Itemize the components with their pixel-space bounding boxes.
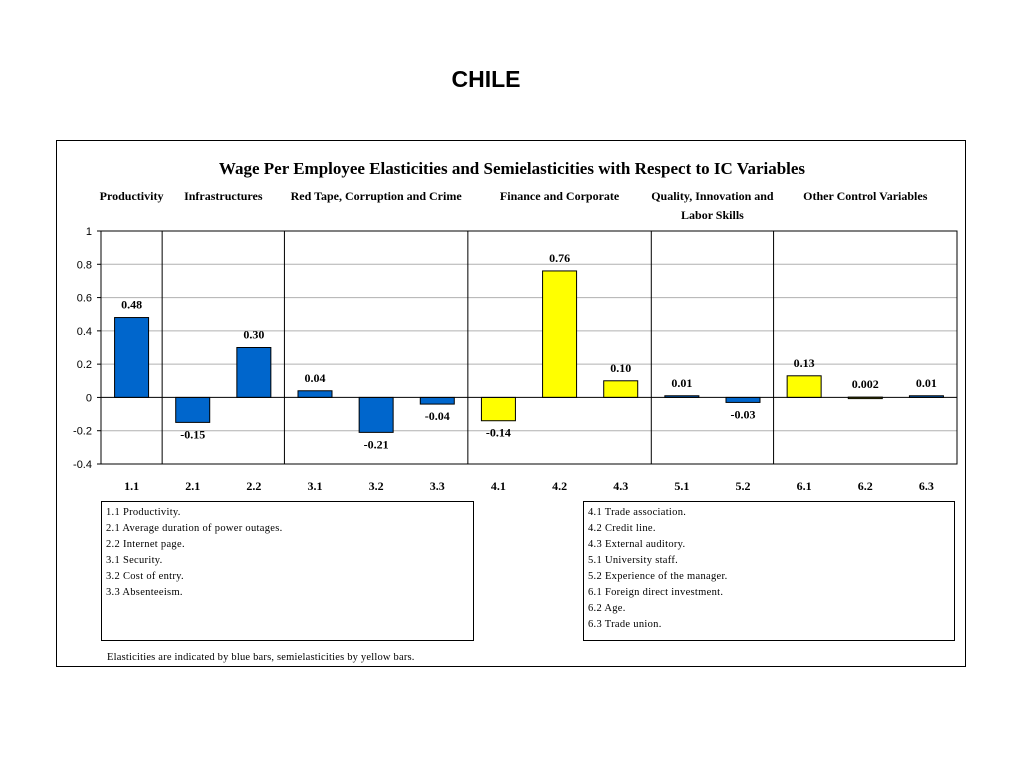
legend-item: 4.1 Trade association. — [588, 507, 687, 518]
value-label: 0.04 — [305, 371, 326, 385]
x-tick-label: 6.2 — [858, 479, 873, 493]
value-label: -0.14 — [486, 426, 511, 440]
group-label: Other Control Variables — [803, 189, 928, 203]
legend-item: 5.1 University staff. — [588, 555, 679, 566]
bar-3-3 — [419, 396, 455, 405]
legend-item: 6.2 Age. — [588, 603, 626, 614]
value-label: -0.15 — [180, 427, 205, 441]
bar-4-1 — [480, 396, 516, 422]
value-label: 0.002 — [852, 377, 879, 391]
gridlines — [101, 263, 957, 432]
legend-right-box: 4.1 Trade association. 4.2 Credit line. … — [583, 501, 955, 641]
y-tick-label: 0.4 — [77, 326, 92, 338]
chart-title: Wage Per Employee Elasticities and Semie… — [219, 159, 806, 178]
value-label: 0.13 — [794, 356, 815, 370]
x-tick-label: 3.1 — [308, 479, 323, 493]
bar-4-3 — [603, 380, 639, 398]
chart-note: Elasticities are indicated by blue bars,… — [107, 652, 415, 663]
value-label: 0.01 — [916, 376, 937, 390]
axes — [97, 230, 958, 465]
group-label: Finance and Corporate — [500, 189, 620, 203]
y-tick-label: -0.2 — [73, 426, 92, 438]
bar-2-1 — [175, 396, 211, 423]
value-label: 0.76 — [549, 251, 570, 265]
x-tick-label: 3.3 — [430, 479, 445, 493]
bar-3-2 — [358, 396, 394, 433]
value-label: 0.30 — [243, 328, 264, 342]
page-title: CHILE — [451, 66, 521, 92]
chart-frame — [56, 140, 966, 667]
group-separators — [161, 231, 775, 464]
x-tick-label: 6.3 — [919, 479, 934, 493]
value-label: 0.10 — [610, 361, 631, 375]
y-tick-label: -0.4 — [73, 459, 92, 471]
y-tick-label: 0 — [86, 392, 92, 404]
x-tick-label: 6.1 — [797, 479, 812, 493]
value-label: 0.01 — [671, 376, 692, 390]
bar-4-2 — [542, 270, 578, 398]
group-label: Quality, Innovation and Labor Skills — [651, 189, 774, 222]
bar-6-1 — [786, 375, 822, 398]
legend-item: 3.2 Cost of entry. — [106, 571, 184, 582]
legend-item: 5.2 Experience of the manager. — [588, 571, 728, 582]
y-tick-label: 0.2 — [77, 359, 92, 371]
bar-2-2 — [236, 347, 272, 398]
legend-item: 2.2 Internet page. — [106, 539, 185, 550]
bars — [114, 270, 944, 433]
x-tick-label: 5.1 — [674, 479, 689, 493]
x-tick-label: 4.3 — [613, 479, 628, 493]
legend-item: 1.1 Productivity. — [106, 507, 181, 518]
bar-1-1 — [114, 317, 150, 398]
x-tick-label: 4.2 — [552, 479, 567, 493]
x-tick-label: 4.1 — [491, 479, 506, 493]
legend-item: 4.3 External auditory. — [588, 539, 686, 550]
group-label: Red Tape, Corruption and Crime — [291, 189, 463, 203]
legend-item: 3.3 Absenteeism. — [106, 587, 183, 598]
x-tick-label: 2.1 — [185, 479, 200, 493]
x-tick-label: 2.2 — [246, 479, 261, 493]
y-tick-label: 1 — [86, 226, 92, 238]
group-label: Productivity — [100, 189, 164, 203]
value-label: 0.48 — [121, 298, 142, 312]
x-tick-label: 5.2 — [736, 479, 751, 493]
x-tick-label: 3.2 — [369, 479, 384, 493]
labels: 1 0.8 0.6 0.4 0.2 0 -0.2 -0.4 Productivity Infras… — [73, 189, 937, 493]
x-tick-label: 1.1 — [124, 479, 139, 493]
value-label: -0.04 — [425, 409, 450, 423]
value-label: -0.03 — [731, 407, 756, 421]
y-tick-label: 0.8 — [77, 259, 92, 271]
legend-left-box: 1.1 Productivity. 2.1 Average duration o… — [101, 501, 474, 641]
y-tick-label: 0.6 — [77, 293, 92, 305]
legend-item: 3.1 Security. — [106, 555, 163, 566]
legend-item: 6.3 Trade union. — [588, 619, 662, 630]
plot-area — [100, 230, 958, 465]
bar-3-1 — [297, 390, 333, 398]
legend-item: 6.1 Foreign direct investment. — [588, 587, 724, 598]
value-label: -0.21 — [364, 437, 389, 451]
bar-5-2 — [725, 396, 761, 403]
legend-item: 4.2 Credit line. — [588, 523, 656, 534]
group-label: Infrastructures — [184, 189, 263, 203]
legend-item: 2.1 Average duration of power outages. — [106, 523, 283, 534]
